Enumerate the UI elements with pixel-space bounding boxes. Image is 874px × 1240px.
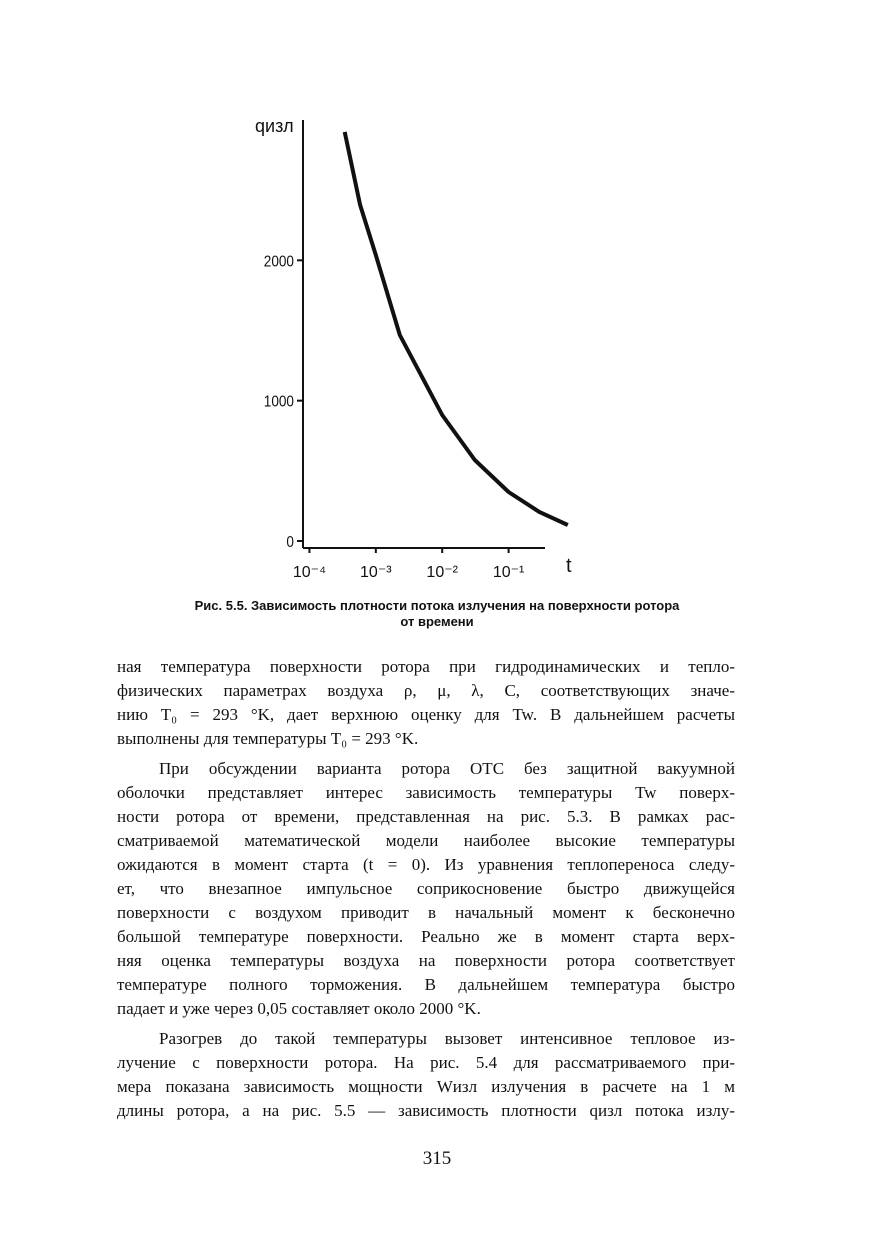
y-tick-label: 1000 — [264, 394, 294, 411]
text-line: Разогрев до такой температуры вызовет ин… — [159, 1029, 735, 1048]
text-line: сматриваемой математической модели наибо… — [117, 831, 735, 850]
text-line: выполнены для температуры T₀ = 293 °K. — [117, 729, 419, 748]
text-line: падает и уже через 0,05 составляет около… — [117, 999, 481, 1018]
text-line: длины ротора, а на рис. 5.5 — зависимост… — [117, 1101, 735, 1120]
x-tick-label: 10⁻⁴ — [293, 564, 326, 581]
text-line: оболочки представляет интерес зависимост… — [117, 783, 735, 802]
text-line: нию T₀ = 293 °K, дает верхнюю оценку для… — [117, 705, 735, 724]
text-line: При обсуждении варианта ротора ОТС без з… — [159, 759, 735, 778]
caption-line: Рис. 5.5. Зависимость плотности потока и… — [194, 598, 680, 613]
y-axis-label: qизл — [255, 116, 294, 136]
x-tick-label: 10⁻¹ — [493, 564, 525, 581]
y-tick-label: 2000 — [264, 253, 294, 270]
text-line: ности ротора от времени, представленная … — [117, 807, 735, 826]
body-text: ная температура поверхности ротора при г… — [117, 655, 735, 1123]
text-line: физических параметрах воздуха ρ, μ, λ, C… — [117, 681, 735, 700]
text-line: температуре полного торможения. В дальне… — [117, 975, 735, 994]
x-axis-label: t — [566, 555, 572, 577]
text-line: большой температуре поверхности. Реально… — [117, 927, 735, 946]
x-tick-label: 10⁻² — [426, 564, 458, 581]
chart: qизл t 0 1000 2000 10⁻⁴ 10⁻³ 10⁻² 10⁻¹ — [255, 116, 572, 581]
text-line: ет, что внезапное импульсное соприкоснов… — [117, 879, 735, 898]
text-line: лучение с поверхности ротора. На рис. 5.… — [117, 1053, 735, 1072]
page-number: 315 — [422, 1148, 452, 1169]
text-line: ожидаются в момент старта (t = 0). Из ур… — [117, 855, 735, 874]
text-line: поверхности с воздухом приводит в началь… — [117, 903, 735, 922]
figure-caption: Рис. 5.5. Зависимость плотности потока и… — [100, 598, 774, 630]
text-line: мера показана зависимость мощности Wизл … — [117, 1077, 735, 1096]
data-line — [342, 131, 569, 527]
text-line: ная температура поверхности ротора при г… — [117, 657, 735, 676]
text-line: няя оценка температуры воздуха на поверх… — [117, 951, 735, 970]
caption-line: от времени — [400, 614, 474, 629]
x-tick-label: 10⁻³ — [360, 564, 392, 581]
y-tick-label: 0 — [286, 534, 294, 551]
